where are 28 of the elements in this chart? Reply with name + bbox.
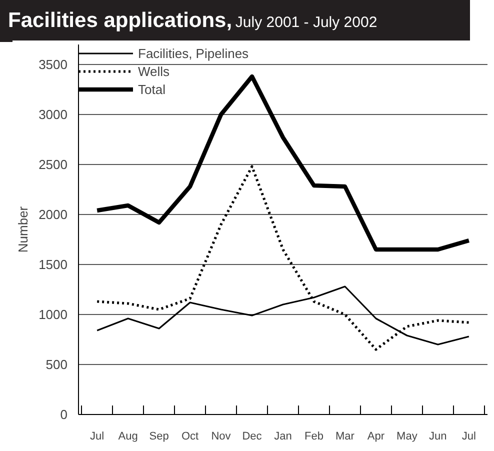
y-tick-label: 1500 [38, 257, 68, 272]
x-tick-label: Sep [149, 430, 169, 442]
x-tick-label: Jan [274, 430, 292, 442]
x-tick-label: Nov [211, 430, 232, 442]
x-tick-label: Jul [90, 430, 104, 442]
x-tick-label: Jul [462, 430, 476, 442]
x-tick-label: Feb [304, 430, 324, 442]
legend-label: Total [138, 80, 166, 98]
y-tick-label: 2500 [38, 157, 68, 172]
line-series [96, 165, 470, 351]
chart-subtitle: July 2001 - July 2002 [235, 14, 378, 31]
y-tick-label: 3500 [38, 57, 68, 72]
y-tick-label: 3000 [38, 107, 68, 122]
x-tick-label: May [396, 430, 418, 442]
y-tick-label: 0 [60, 407, 68, 422]
x-tick-label: Mar [336, 430, 355, 442]
x-tick-label: Apr [367, 430, 385, 442]
y-tick-label: 2000 [38, 207, 68, 222]
x-tick-label: Jun [429, 430, 447, 442]
x-tick-label: Aug [118, 430, 138, 442]
legend-label: Wells [138, 62, 170, 80]
y-tick-label: 1000 [38, 307, 68, 322]
y-axis-title: Number [16, 206, 31, 253]
x-tick-label: Oct [181, 430, 199, 442]
x-tick-label: Dec [242, 430, 262, 442]
y-tick-label: 500 [46, 357, 68, 372]
chart-title: Facilities applications, [8, 9, 232, 32]
legend-label: Facilities, Pipelines [138, 44, 249, 62]
